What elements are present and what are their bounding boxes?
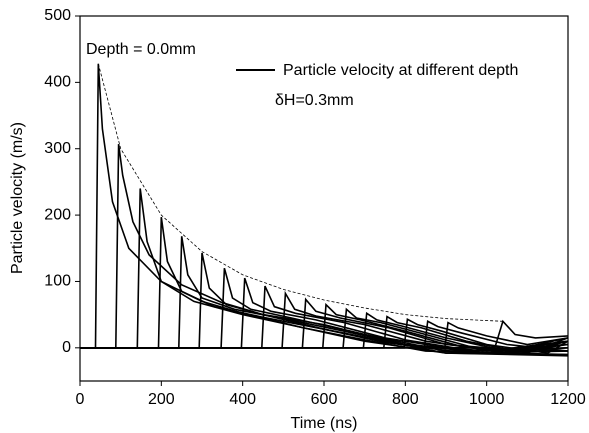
y-tick-label: 100 <box>44 273 71 290</box>
series-line <box>80 188 569 356</box>
series-line <box>80 319 569 349</box>
series-line <box>80 216 569 354</box>
x-tick-label: 400 <box>229 391 256 408</box>
x-tick-label: 1200 <box>550 391 586 408</box>
x-tick-label: 600 <box>311 391 338 408</box>
annotation: Depth = 0.0mm <box>86 41 196 58</box>
annotation: δH=0.3mm <box>275 92 354 109</box>
series-line <box>80 285 569 354</box>
x-tick-label: 0 <box>76 391 85 408</box>
series-line <box>80 267 569 352</box>
y-tick-label: 0 <box>62 339 71 356</box>
y-tick-label: 400 <box>44 74 71 91</box>
series-line <box>80 311 569 352</box>
y-tick-label: 300 <box>44 140 71 157</box>
series-line <box>80 277 569 352</box>
y-tick-label: 200 <box>44 206 71 223</box>
legend-label: Particle velocity at different depth <box>283 62 518 79</box>
series-line <box>80 315 569 354</box>
envelope-line <box>97 63 503 322</box>
y-axis-label: Particle velocity (m/s) <box>9 122 26 274</box>
x-tick-label: 800 <box>392 391 419 408</box>
series-line <box>80 318 569 354</box>
series-line <box>80 302 569 352</box>
x-axis-label: Time (ns) <box>291 415 358 432</box>
x-tick-label: 200 <box>148 391 175 408</box>
y-tick-label: 500 <box>44 7 71 24</box>
x-tick-label: 1000 <box>469 391 505 408</box>
